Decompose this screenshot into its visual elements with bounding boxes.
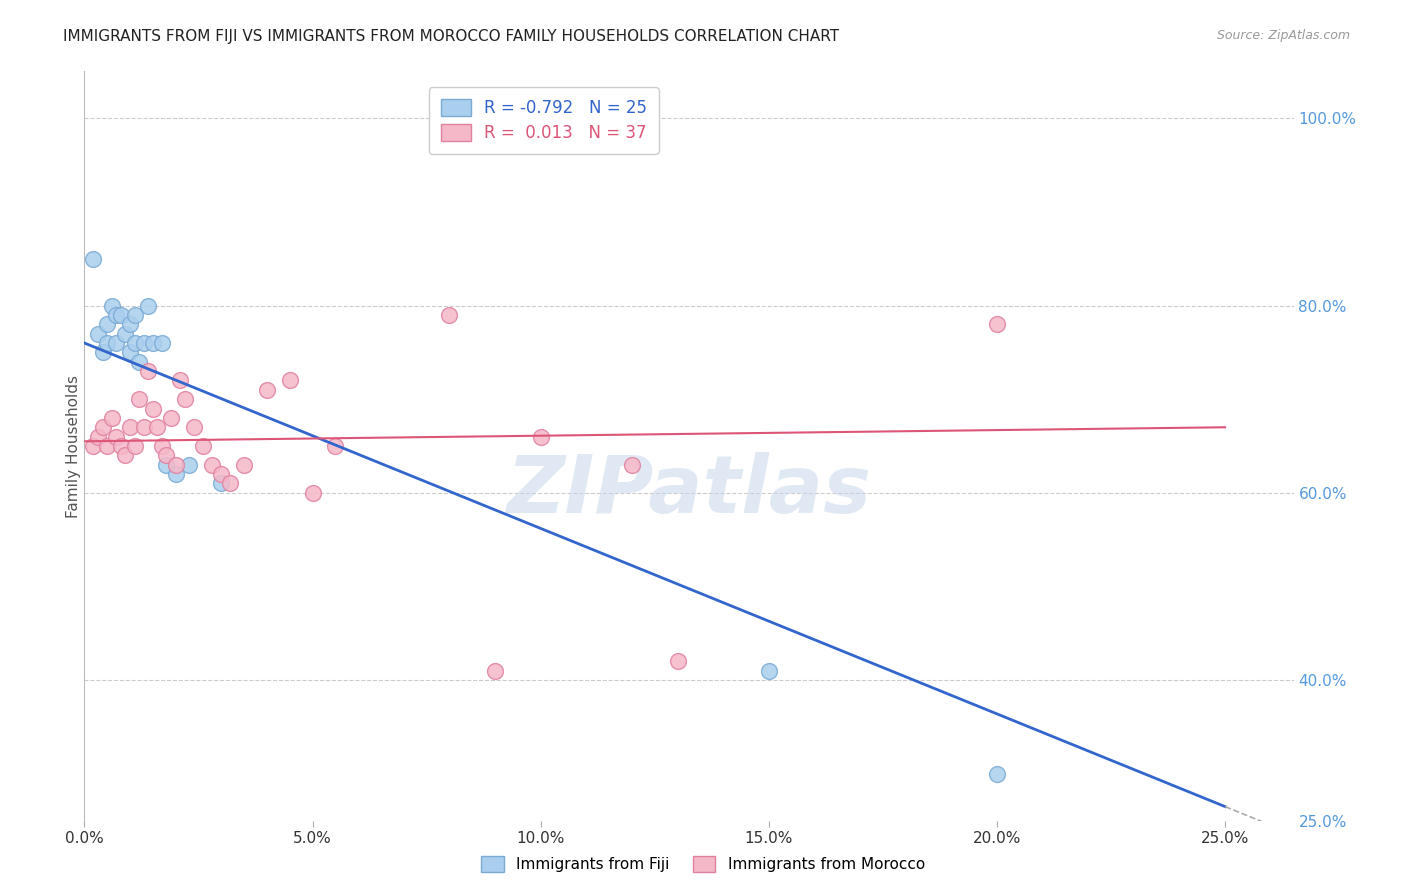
Point bbox=[219, 476, 242, 491]
Point bbox=[100, 298, 122, 313]
Point bbox=[155, 449, 177, 463]
Point bbox=[96, 335, 118, 350]
Point bbox=[986, 317, 1008, 331]
Point bbox=[82, 252, 104, 266]
Point bbox=[150, 439, 173, 453]
Point bbox=[124, 439, 146, 453]
Point bbox=[191, 439, 214, 453]
Point bbox=[169, 374, 191, 388]
Point bbox=[128, 392, 150, 407]
Point bbox=[110, 308, 132, 322]
Point bbox=[114, 449, 136, 463]
Point bbox=[136, 298, 159, 313]
Point bbox=[118, 345, 141, 359]
Point bbox=[183, 420, 205, 434]
Text: Source: ZipAtlas.com: Source: ZipAtlas.com bbox=[1216, 29, 1350, 42]
Point bbox=[91, 345, 114, 359]
Point bbox=[105, 335, 128, 350]
Point bbox=[209, 476, 232, 491]
Point bbox=[142, 335, 165, 350]
Point bbox=[201, 458, 224, 472]
Point bbox=[114, 326, 136, 341]
Legend: R = -0.792   N = 25, R =  0.013   N = 37: R = -0.792 N = 25, R = 0.013 N = 37 bbox=[429, 87, 658, 153]
Point bbox=[96, 439, 118, 453]
Point bbox=[179, 458, 201, 472]
Point bbox=[105, 308, 128, 322]
Point bbox=[209, 467, 232, 482]
Point bbox=[124, 308, 146, 322]
Point bbox=[87, 430, 110, 444]
Point bbox=[100, 411, 122, 425]
Point bbox=[233, 458, 256, 472]
Point bbox=[110, 439, 132, 453]
Point bbox=[301, 485, 323, 500]
Point bbox=[160, 411, 183, 425]
Point bbox=[666, 655, 689, 669]
Point bbox=[278, 374, 301, 388]
Point bbox=[146, 420, 169, 434]
Point bbox=[165, 458, 187, 472]
Point bbox=[87, 326, 110, 341]
Point bbox=[439, 308, 461, 322]
Point bbox=[620, 458, 643, 472]
Point bbox=[142, 401, 165, 416]
Point bbox=[132, 335, 155, 350]
Text: IMMIGRANTS FROM FIJI VS IMMIGRANTS FROM MOROCCO FAMILY HOUSEHOLDS CORRELATION CH: IMMIGRANTS FROM FIJI VS IMMIGRANTS FROM … bbox=[63, 29, 839, 44]
Point bbox=[128, 355, 150, 369]
Point bbox=[136, 364, 159, 378]
Point bbox=[96, 317, 118, 331]
Point bbox=[758, 664, 780, 678]
Point bbox=[484, 664, 506, 678]
Legend: Immigrants from Fiji, Immigrants from Morocco: Immigrants from Fiji, Immigrants from Mo… bbox=[474, 848, 932, 880]
Point bbox=[256, 383, 278, 397]
Point bbox=[82, 439, 104, 453]
Point bbox=[986, 766, 1008, 781]
Point bbox=[91, 420, 114, 434]
Point bbox=[165, 467, 187, 482]
Point bbox=[124, 335, 146, 350]
Point bbox=[173, 392, 195, 407]
Point bbox=[118, 420, 141, 434]
Text: ZIPatlas: ZIPatlas bbox=[506, 452, 872, 530]
Point bbox=[155, 458, 177, 472]
Point bbox=[323, 439, 346, 453]
Point bbox=[118, 317, 141, 331]
Point bbox=[105, 430, 128, 444]
Y-axis label: Family Households: Family Households bbox=[66, 375, 80, 517]
Point bbox=[132, 420, 155, 434]
Point bbox=[530, 430, 553, 444]
Point bbox=[150, 335, 173, 350]
